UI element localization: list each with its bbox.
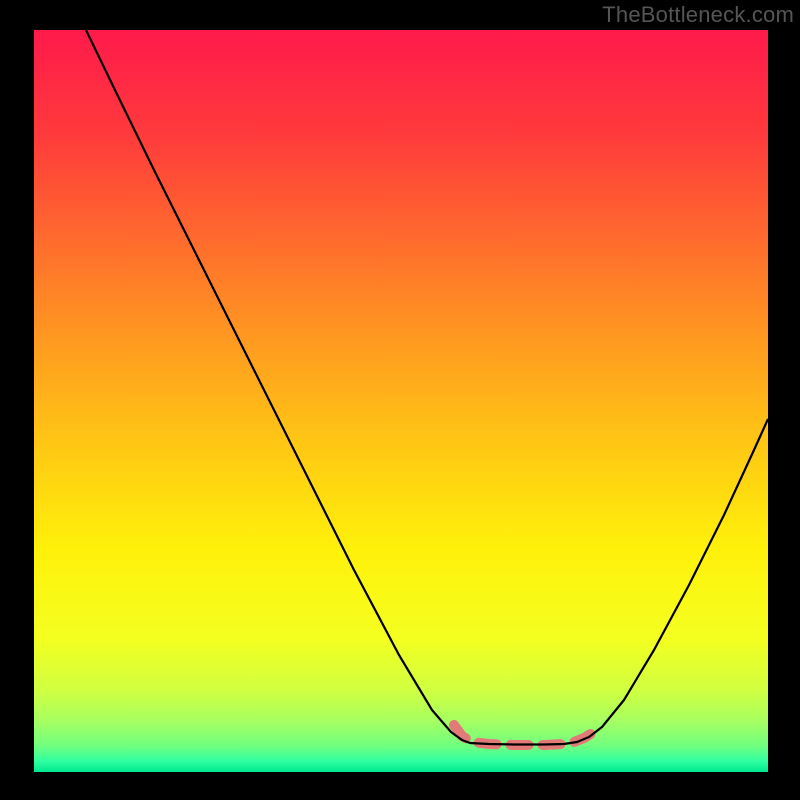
bottleneck-curve-svg [34, 30, 768, 772]
watermark-text: TheBottleneck.com [602, 2, 794, 28]
chart-frame: TheBottleneck.com [0, 0, 800, 800]
main-curve [86, 30, 768, 745]
plot-area [34, 30, 768, 772]
